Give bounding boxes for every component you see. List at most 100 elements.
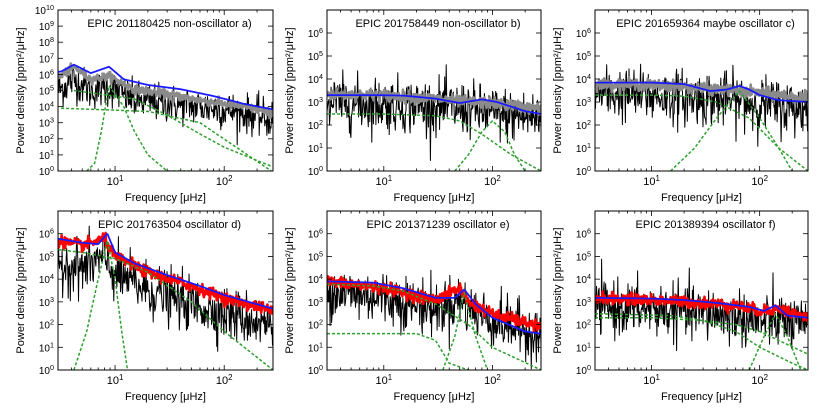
x-tick-label: 102 xyxy=(751,373,768,387)
axes-frame xyxy=(57,210,274,371)
axes-frame xyxy=(594,9,809,172)
plot-area xyxy=(595,63,808,171)
y-tick-label: 106 xyxy=(39,67,54,81)
y-tick-label: 106 xyxy=(308,26,323,40)
series-fit-component xyxy=(442,292,489,370)
series-fit-component xyxy=(58,248,273,370)
axes-frame xyxy=(326,210,542,371)
series-model-fit xyxy=(327,280,541,335)
series-fit-component xyxy=(670,90,793,171)
x-tick-label: 101 xyxy=(107,373,124,387)
chart-panel-4: 101 102 100 101 102 103 104 105 106 EPIC 20176350… xyxy=(15,210,274,403)
series-model-fit xyxy=(58,233,273,310)
y-axis-label: Power density [ppm²/μHz] xyxy=(552,27,564,153)
y-tick-label: 104 xyxy=(576,72,591,86)
y-tick-label: 103 xyxy=(39,295,54,309)
plot-area xyxy=(327,64,541,171)
x-axis-label: Frequency [μHz] xyxy=(661,391,742,403)
chart-panel-1: 101 102 100 101 102 103 104 105 106 107 108 109 1010… xyxy=(15,3,274,204)
series-fit-component xyxy=(327,283,541,370)
series-fit-component xyxy=(595,312,808,370)
y-tick-label: 106 xyxy=(308,227,323,241)
y-tick-label: 100 xyxy=(576,363,591,377)
series-fit-component xyxy=(327,332,469,370)
panel-title: EPIC 201180425 non-oscillator a) xyxy=(87,18,251,30)
y-tick-label: 101 xyxy=(308,141,323,155)
y-tick-label: 103 xyxy=(308,95,323,109)
y-tick-label: 101 xyxy=(576,340,591,354)
plot-area xyxy=(58,225,273,370)
y-tick-label: 101 xyxy=(39,148,54,162)
y-tick-label: 103 xyxy=(308,295,323,309)
y-tick-label: 100 xyxy=(39,363,54,377)
y-tick-label: 102 xyxy=(576,118,591,132)
y-tick-label: 103 xyxy=(576,95,591,109)
y-tick-label: 104 xyxy=(39,272,54,286)
y-tick-label: 105 xyxy=(576,49,591,63)
y-tick-label: 106 xyxy=(576,227,591,241)
series-model-fit xyxy=(58,63,273,110)
y-tick-label: 105 xyxy=(308,49,323,63)
series-smoothed-spectrum xyxy=(58,231,273,315)
y-axis-label: Power density [ppm²/μHz] xyxy=(552,227,564,353)
x-tick-label: 102 xyxy=(751,174,768,188)
y-axis-label: Power density [ppm²/μHz] xyxy=(284,227,296,353)
y-tick-label: 101 xyxy=(576,141,591,155)
y-tick-label: 100 xyxy=(308,363,323,377)
series-model-fit xyxy=(327,94,541,115)
plot-area xyxy=(327,269,541,370)
y-tick-label: 102 xyxy=(576,318,591,332)
series-model-fit xyxy=(595,81,808,103)
series-model-fit xyxy=(595,297,808,319)
y-tick-label: 105 xyxy=(39,249,54,263)
y-tick-label: 100 xyxy=(576,164,591,178)
y-tick-label: 100 xyxy=(308,164,323,178)
chart-panel-2: 101 102 100 101 102 103 104 105 106 EPIC 20175844… xyxy=(284,9,542,204)
y-tick-label: 105 xyxy=(39,84,54,98)
x-axis-label: Frequency [μHz] xyxy=(394,192,475,204)
series-fit-component xyxy=(73,239,129,370)
x-tick-label: 101 xyxy=(375,174,392,188)
x-axis-label: Frequency [μHz] xyxy=(394,391,475,403)
chart-panel-6: 101 102 100 101 102 103 104 105 106 EPIC 20138939… xyxy=(552,210,809,403)
panel-title: EPIC 201763504 oscillator d) xyxy=(98,219,241,231)
series-fit-component xyxy=(454,120,526,171)
y-tick-label: 103 xyxy=(576,295,591,309)
panel-title: EPIC 201389394 oscillator f) xyxy=(635,219,775,231)
x-tick-label: 101 xyxy=(643,174,660,188)
axes-frame xyxy=(594,210,809,371)
series-smoothed-spectrum xyxy=(58,62,273,120)
y-tick-label: 102 xyxy=(308,118,323,132)
y-tick-label: 108 xyxy=(39,35,54,49)
series-smoothed-spectrum xyxy=(595,76,808,105)
series-raw-spectrum xyxy=(58,225,273,352)
series-fit-component xyxy=(73,89,272,167)
chart-panel-3: 101 102 100 101 102 103 104 105 106 EPIC 20165936… xyxy=(552,9,809,204)
series-fit-component xyxy=(748,312,802,370)
y-tick-label: 104 xyxy=(308,272,323,286)
x-tick-label: 102 xyxy=(216,174,233,188)
plot-area xyxy=(58,62,273,171)
series-fit-component xyxy=(86,84,192,171)
x-axis-label: Frequency [μHz] xyxy=(661,192,742,204)
y-tick-label: 103 xyxy=(39,116,54,130)
x-tick-label: 101 xyxy=(107,174,124,188)
y-tick-label: 101 xyxy=(308,340,323,354)
series-raw-spectrum xyxy=(327,64,541,161)
y-axis-label: Power density [ppm²/μHz] xyxy=(284,27,296,153)
x-tick-label: 101 xyxy=(643,373,660,387)
x-tick-label: 102 xyxy=(216,373,233,387)
y-tick-label: 104 xyxy=(576,272,591,286)
y-axis-label: Power density [ppm²/μHz] xyxy=(15,227,27,353)
y-tick-label: 101 xyxy=(39,340,54,354)
y-tick-label: 104 xyxy=(39,100,54,114)
series-smoothed-spectrum xyxy=(327,275,541,333)
y-tick-label: 1010 xyxy=(35,3,54,17)
y-tick-label: 105 xyxy=(576,249,591,263)
x-tick-label: 102 xyxy=(484,373,501,387)
panel-title: EPIC 201659364 maybe oscillator c) xyxy=(616,18,795,30)
plot-area xyxy=(595,258,808,370)
y-axis-label: Power density [ppm²/μHz] xyxy=(15,27,27,153)
